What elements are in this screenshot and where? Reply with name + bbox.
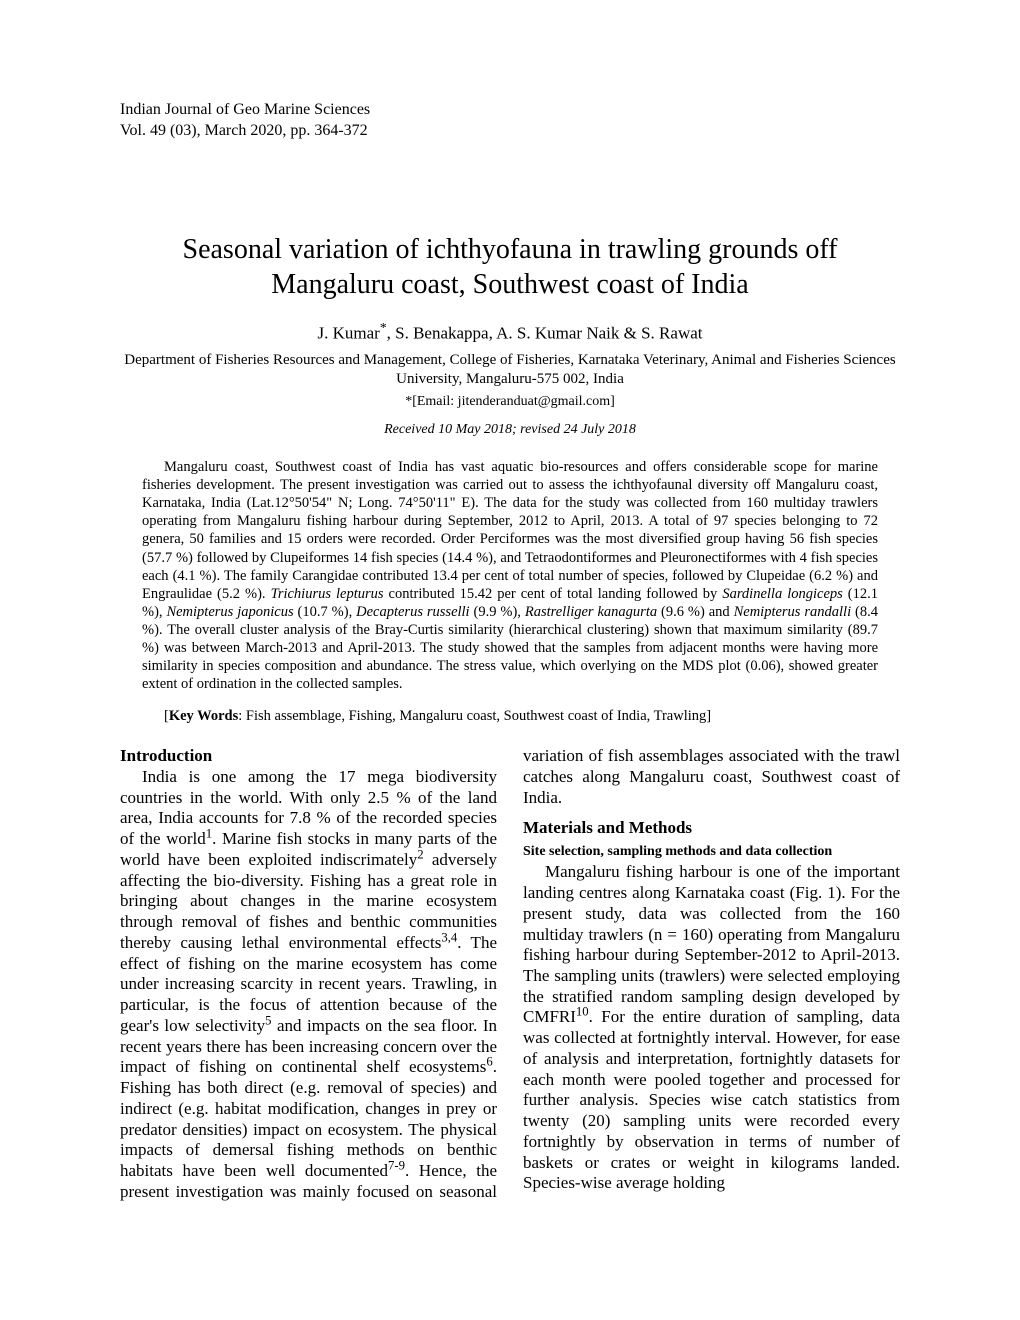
journal-name: Indian Journal of Geo Marine Sciences [120, 100, 900, 121]
body-columns: Introduction India is one among the 17 m… [120, 746, 900, 1202]
journal-volume: Vol. 49 (03), March 2020, pp. 364-372 [120, 121, 900, 142]
author-list: J. Kumar*, S. Benakappa, A. S. Kumar Nai… [120, 320, 900, 343]
keywords-line: [Key Words: Fish assemblage, Fishing, Ma… [142, 708, 878, 725]
abstract-text: Mangaluru coast, Southwest coast of Indi… [142, 458, 878, 694]
paper-title: Seasonal variation of ichthyofauna in tr… [120, 232, 900, 302]
journal-header: Indian Journal of Geo Marine Sciences Vo… [120, 100, 900, 142]
keywords-text: : Fish assemblage, Fishing, Mangaluru co… [238, 708, 711, 724]
affiliation: Department of Fisheries Resources and Ma… [120, 351, 900, 390]
mm-paragraph: Mangaluru fishing harbour is one of the … [523, 862, 900, 1194]
introduction-heading: Introduction [120, 746, 497, 767]
keywords-label: Key Words [169, 708, 238, 724]
materials-methods-heading: Materials and Methods [523, 818, 900, 839]
corresponding-email: *[Email: jitenderanduat@gmail.com] [120, 394, 900, 410]
received-dates: Received 10 May 2018; revised 24 July 20… [120, 422, 900, 438]
mm-subheading: Site selection, sampling methods and dat… [523, 843, 900, 860]
